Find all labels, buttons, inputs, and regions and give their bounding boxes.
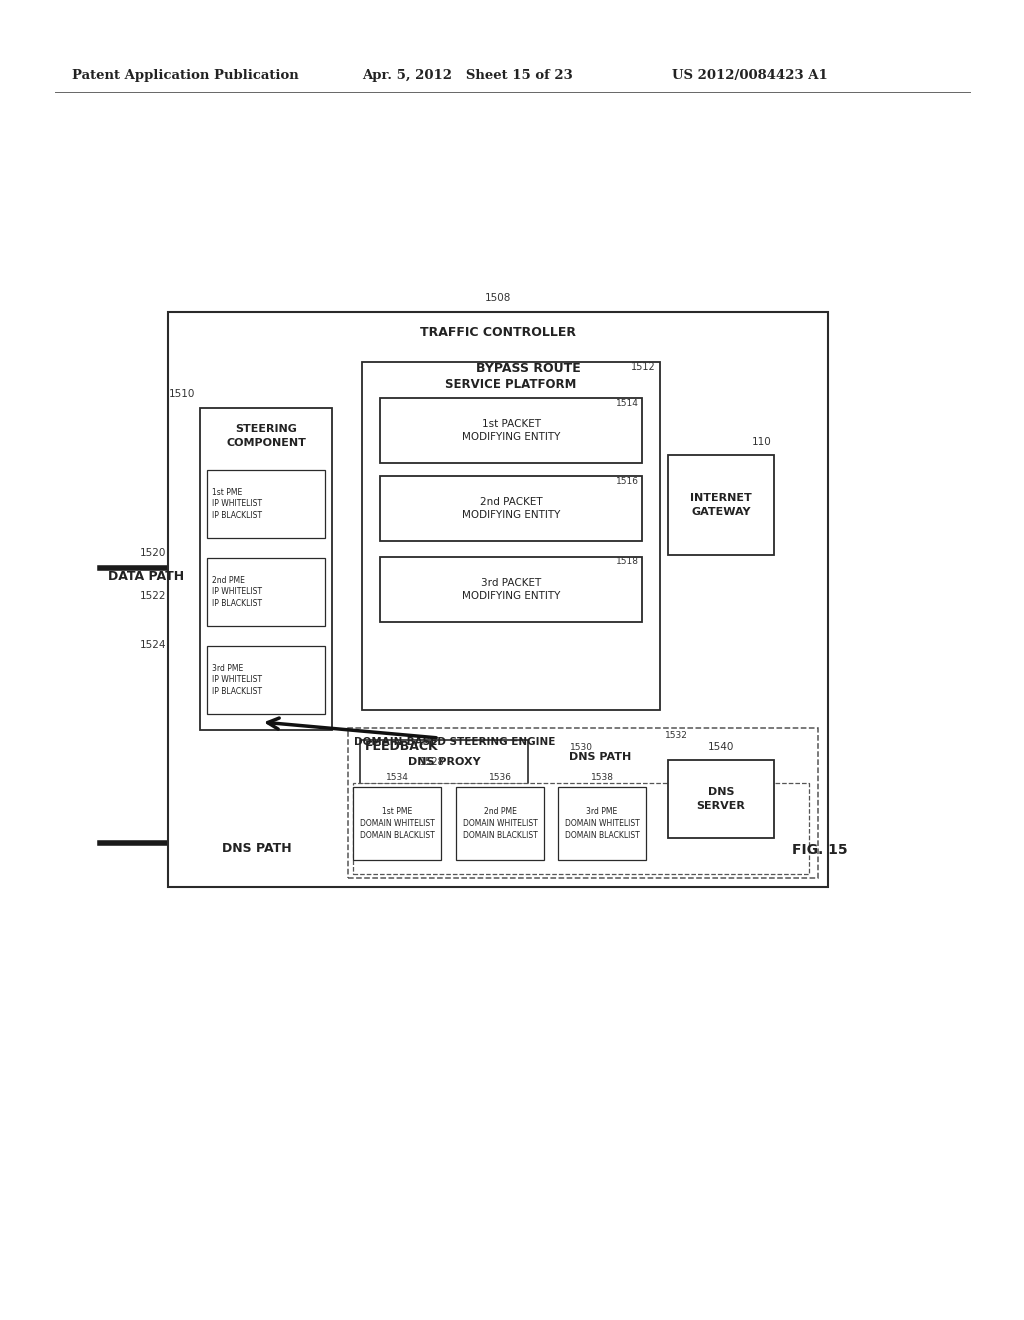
Text: 2nd PME
IP WHITELIST
IP BLACKLIST: 2nd PME IP WHITELIST IP BLACKLIST: [212, 576, 262, 609]
Text: INTERNET
GATEWAY: INTERNET GATEWAY: [690, 494, 752, 516]
Text: Patent Application Publication: Patent Application Publication: [72, 69, 299, 82]
Text: 1516: 1516: [616, 477, 639, 486]
Text: 3rd PACKET
MODIFYING ENTITY: 3rd PACKET MODIFYING ENTITY: [462, 578, 560, 601]
Text: 1532: 1532: [665, 731, 688, 741]
Text: DNS PATH: DNS PATH: [569, 752, 631, 762]
Text: 1512: 1512: [631, 362, 656, 372]
Bar: [380, 399, 642, 463]
Text: 110: 110: [753, 437, 772, 447]
Text: 1st PME
DOMAIN WHITELIST
DOMAIN BLACKLIST: 1st PME DOMAIN WHITELIST DOMAIN BLACKLIS…: [359, 808, 434, 840]
Text: FEEDBACK: FEEDBACK: [365, 739, 438, 752]
Text: 2nd PACKET
MODIFYING ENTITY: 2nd PACKET MODIFYING ENTITY: [462, 496, 560, 520]
Text: DNS PATH: DNS PATH: [222, 842, 292, 854]
Text: 1530: 1530: [570, 742, 593, 751]
Bar: [200, 408, 332, 730]
Text: 1510: 1510: [169, 389, 195, 399]
Text: DOMAIN-BASED STEERING ENGINE: DOMAIN-BASED STEERING ENGINE: [354, 737, 555, 747]
Text: BYPASS ROUTE: BYPASS ROUTE: [475, 363, 581, 375]
Text: DNS PROXY: DNS PROXY: [408, 756, 480, 767]
Bar: [380, 477, 642, 541]
Text: Apr. 5, 2012   Sheet 15 of 23: Apr. 5, 2012 Sheet 15 of 23: [362, 69, 572, 82]
Text: TRAFFIC CONTROLLER: TRAFFIC CONTROLLER: [420, 326, 575, 338]
Text: DATA PATH: DATA PATH: [108, 569, 184, 582]
Text: 1520: 1520: [140, 548, 166, 558]
Text: 1540: 1540: [708, 742, 734, 752]
Bar: [168, 312, 828, 887]
Bar: [207, 470, 325, 539]
Text: 1538: 1538: [591, 772, 613, 781]
Text: 2nd PME
DOMAIN WHITELIST
DOMAIN BLACKLIST: 2nd PME DOMAIN WHITELIST DOMAIN BLACKLIS…: [463, 808, 538, 840]
Text: 1534: 1534: [386, 772, 409, 781]
Text: 1524: 1524: [140, 640, 167, 649]
Text: 3rd PME
DOMAIN WHITELIST
DOMAIN BLACKLIST: 3rd PME DOMAIN WHITELIST DOMAIN BLACKLIS…: [564, 808, 639, 840]
Text: 1514: 1514: [616, 399, 639, 408]
Text: 1st PACKET
MODIFYING ENTITY: 1st PACKET MODIFYING ENTITY: [462, 418, 560, 442]
Text: 1522: 1522: [140, 591, 167, 601]
Bar: [207, 645, 325, 714]
Text: US 2012/0084423 A1: US 2012/0084423 A1: [672, 69, 827, 82]
Text: 1st PME
IP WHITELIST
IP BLACKLIST: 1st PME IP WHITELIST IP BLACKLIST: [212, 487, 262, 520]
Bar: [207, 558, 325, 626]
Bar: [360, 741, 528, 784]
Bar: [558, 787, 646, 861]
Text: 1536: 1536: [488, 772, 512, 781]
Text: STEERING
COMPONENT: STEERING COMPONENT: [226, 425, 306, 447]
Bar: [348, 729, 818, 878]
Bar: [362, 362, 660, 710]
Text: SERVICE PLATFORM: SERVICE PLATFORM: [445, 378, 577, 391]
Text: 3rd PME
IP WHITELIST
IP BLACKLIST: 3rd PME IP WHITELIST IP BLACKLIST: [212, 664, 262, 697]
Bar: [668, 760, 774, 838]
Text: 1518: 1518: [616, 557, 639, 566]
Bar: [668, 455, 774, 554]
Bar: [353, 787, 441, 861]
Text: 1528: 1528: [420, 756, 444, 767]
Text: 1508: 1508: [484, 293, 511, 304]
Text: DNS
SERVER: DNS SERVER: [696, 788, 745, 810]
Bar: [353, 783, 809, 874]
Bar: [456, 787, 544, 861]
Bar: [380, 557, 642, 622]
Text: FIG. 15: FIG. 15: [792, 843, 848, 857]
